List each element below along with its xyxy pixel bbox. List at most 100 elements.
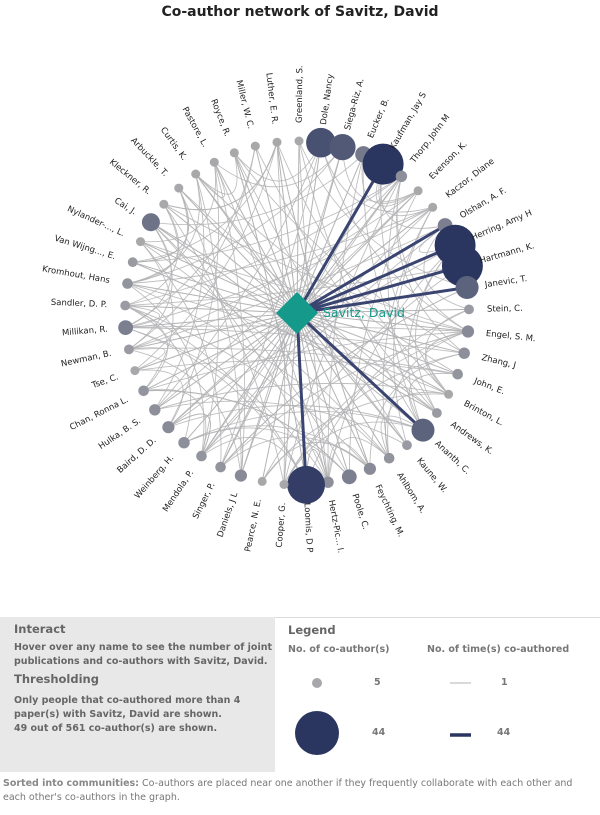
author-node[interactable] xyxy=(452,368,464,380)
peer-link xyxy=(387,331,469,459)
author-node[interactable] xyxy=(123,344,134,355)
author-node[interactable] xyxy=(130,366,140,376)
center-link xyxy=(132,261,298,314)
author-node[interactable] xyxy=(395,170,408,182)
info-panel: Interact Hover over any name to see the … xyxy=(0,617,275,772)
author-node[interactable] xyxy=(191,169,201,179)
author-label[interactable]: Daniels, J L xyxy=(216,491,241,539)
author-node[interactable] xyxy=(120,300,131,311)
author-label[interactable]: Nylander-..., L. xyxy=(65,204,126,239)
author-node[interactable] xyxy=(234,469,247,482)
author-node[interactable] xyxy=(272,137,282,147)
author-node[interactable] xyxy=(411,418,435,442)
author-label[interactable]: Kleckner, R. xyxy=(107,157,153,197)
author-label[interactable]: John, E. xyxy=(472,376,506,397)
author-label[interactable]: Greenland, S. xyxy=(295,65,306,123)
center-link xyxy=(201,312,298,457)
author-node[interactable] xyxy=(136,237,145,247)
author-label[interactable]: Ananth, C. xyxy=(432,439,471,477)
author-node[interactable] xyxy=(118,320,133,335)
author-label[interactable]: Ahlbom, A. xyxy=(394,471,427,515)
author-node[interactable] xyxy=(209,157,219,167)
author-node[interactable] xyxy=(413,186,423,196)
author-node[interactable] xyxy=(287,465,325,504)
legend-coauthors-label: No. of co-author(s) xyxy=(288,644,390,655)
author-label[interactable]: Pearce, N. E. xyxy=(243,498,264,553)
author-node[interactable] xyxy=(461,325,475,338)
author-node[interactable] xyxy=(162,421,175,434)
author-node[interactable] xyxy=(329,134,356,161)
author-label[interactable]: Andrews, K. xyxy=(448,420,495,457)
author-label[interactable]: Tse, C. xyxy=(90,372,120,391)
author-label[interactable]: Hartmann, K. xyxy=(479,241,536,266)
author-label[interactable]: Herring, Amy H xyxy=(470,208,534,243)
author-node[interactable] xyxy=(402,440,412,451)
author-node[interactable] xyxy=(279,480,289,489)
author-label[interactable]: Mendola, P. xyxy=(161,469,196,515)
author-label[interactable]: Arbuckle, T. xyxy=(128,136,169,179)
author-label[interactable]: Kromhout, Hans xyxy=(41,264,111,286)
author-node[interactable] xyxy=(458,347,470,359)
author-label[interactable]: Curtis, K. xyxy=(158,126,189,163)
author-label[interactable]: Hertz-Pic... I. xyxy=(326,499,346,554)
author-label[interactable]: Newman, B. xyxy=(60,349,112,370)
author-label[interactable]: Van Wijng..., E. xyxy=(53,234,117,262)
author-label[interactable]: Feychting, M. xyxy=(373,483,406,539)
author-node[interactable] xyxy=(149,404,161,416)
author-node[interactable] xyxy=(383,452,395,464)
author-node[interactable] xyxy=(178,437,190,449)
author-node[interactable] xyxy=(363,462,376,475)
author-label[interactable]: Singer, P. xyxy=(191,481,217,521)
author-node[interactable] xyxy=(159,199,169,209)
author-label[interactable]: Eucker, B. xyxy=(366,97,392,140)
author-label[interactable]: Janevic, T. xyxy=(483,274,528,290)
center-link xyxy=(240,312,298,476)
author-node[interactable] xyxy=(294,136,304,146)
author-node[interactable] xyxy=(455,276,479,299)
author-label[interactable]: Brinton, L. xyxy=(462,399,505,429)
author-node[interactable] xyxy=(432,408,442,418)
author-label[interactable]: Hulka, B. S. xyxy=(97,416,143,452)
author-label[interactable]: Cooper, G. xyxy=(275,502,288,548)
author-node[interactable] xyxy=(138,385,149,397)
author-label[interactable]: Poole, C. xyxy=(350,493,371,531)
author-node[interactable] xyxy=(322,476,334,488)
author-label[interactable]: Luther, E. R. xyxy=(263,72,279,125)
author-label[interactable]: Pastore, L. xyxy=(180,105,210,149)
author-label[interactable]: Miller, W. C. xyxy=(233,79,255,130)
center-node[interactable] xyxy=(276,292,318,334)
author-label[interactable]: Cai, J. xyxy=(112,196,138,217)
author-node[interactable] xyxy=(229,148,239,158)
author-node[interactable] xyxy=(196,450,207,462)
author-node[interactable] xyxy=(341,469,357,485)
author-node[interactable] xyxy=(215,461,226,473)
author-label[interactable]: Stein, C. xyxy=(487,304,523,315)
author-node[interactable] xyxy=(122,278,133,289)
author-node[interactable] xyxy=(174,183,184,193)
author-label[interactable]: Loomis, D P xyxy=(302,502,315,552)
author-node[interactable] xyxy=(464,304,474,315)
author-node[interactable] xyxy=(306,127,336,158)
author-node[interactable] xyxy=(362,143,404,185)
author-node[interactable] xyxy=(257,476,267,486)
author-node[interactable] xyxy=(250,141,260,151)
author-label[interactable]: Baird, D. D. xyxy=(115,436,158,476)
author-label[interactable]: Olshan, A. F. xyxy=(458,186,508,221)
center-label[interactable]: Savitz, David xyxy=(323,305,405,320)
author-label[interactable]: Kaune, W. xyxy=(414,456,449,495)
author-node[interactable] xyxy=(444,389,454,399)
author-node[interactable] xyxy=(428,202,438,212)
author-label[interactable]: Sandler, D. P. xyxy=(51,298,108,310)
author-label[interactable]: Evenson, K. xyxy=(428,139,470,181)
author-label[interactable]: Royce, R. xyxy=(208,98,232,138)
author-node[interactable] xyxy=(141,213,160,232)
peer-link xyxy=(254,145,438,414)
author-label[interactable]: Millikan, R. xyxy=(62,325,109,339)
author-node[interactable] xyxy=(127,257,138,268)
author-label[interactable]: Zhang, J xyxy=(480,353,516,371)
author-label[interactable]: Dole, Nancy xyxy=(319,73,336,125)
peer-link xyxy=(327,437,390,483)
author-label[interactable]: Engel, S. M. xyxy=(485,329,536,344)
author-node[interactable] xyxy=(441,245,483,287)
author-label[interactable]: Siega-Riz, A. xyxy=(343,77,367,131)
